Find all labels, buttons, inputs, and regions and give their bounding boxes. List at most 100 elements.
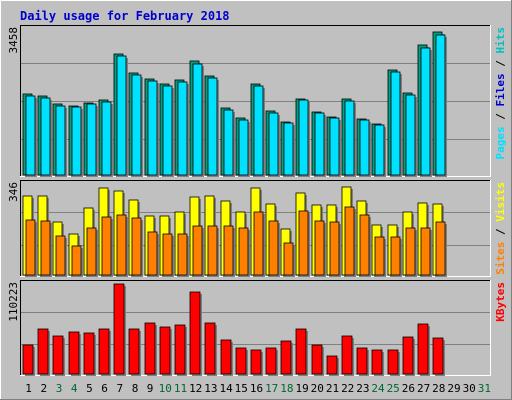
bar-kbytes-day-21 (326, 355, 338, 375)
bar-sites-day-23 (359, 214, 370, 276)
legend-entry: Pages (494, 126, 507, 159)
bar-files-day-16 (253, 85, 264, 176)
bar-kbytes-day-9 (144, 322, 156, 375)
bar-kbytes-day-13 (204, 322, 216, 375)
legend-entry: / (494, 107, 507, 127)
bar-files-day-12 (192, 63, 203, 176)
bar-files-day-22 (344, 100, 355, 176)
chart-panels: 3458 Pages / Files / Hits 346 Sites / Visit… (7, 25, 507, 376)
bar-files-day-27 (420, 47, 431, 176)
x-tick-label-day-8: 8 (132, 382, 139, 395)
bar-kbytes-day-7 (113, 283, 125, 375)
bar-sites-day-24 (374, 236, 385, 276)
bar-kbytes-day-17 (265, 347, 277, 375)
x-tick-label-day-16: 16 (250, 382, 263, 395)
x-tick-label-day-6: 6 (101, 382, 108, 395)
x-tick-label-day-21: 21 (326, 382, 339, 395)
bar-sites-day-19 (298, 210, 309, 276)
x-tick-label-day-14: 14 (219, 382, 233, 395)
bar-files-day-3 (55, 105, 66, 176)
x-axis-day-labels: 1 2 3 4 5 6 7 8 9 10 11 12 13 14 15 16 17 18 19 20 21 22 23 24 2… (25, 382, 491, 395)
panel-kbytes-legend: KBytes (494, 282, 507, 322)
bar-files-day-28 (435, 34, 446, 176)
x-tick-label-day-25: 25 (387, 382, 400, 395)
x-tick-label-day-4: 4 (71, 382, 78, 395)
x-tick-label-day-3: 3 (56, 382, 63, 395)
legend-entry: Visits (494, 182, 507, 222)
bar-sites-day-1 (25, 219, 36, 276)
x-tick-label-day-9: 9 (147, 382, 154, 395)
bar-sites-day-14 (223, 225, 234, 276)
bar-files-day-5 (86, 103, 97, 176)
panel-pages: 3458 Pages / Files / Hits (7, 25, 507, 177)
panel-sites-legend: Sites / Visits (494, 182, 507, 275)
bar-files-day-6 (101, 101, 112, 176)
bar-sites-day-5 (86, 227, 97, 276)
x-tick-label-day-30: 30 (463, 382, 476, 395)
x-tick-label-day-11: 11 (174, 382, 187, 395)
bar-sites-day-27 (420, 227, 431, 276)
bar-kbytes-day-10 (159, 326, 171, 375)
bar-sites-day-18 (283, 242, 294, 276)
bar-kbytes-day-11 (174, 324, 186, 375)
x-tick-label-day-5: 5 (86, 382, 93, 395)
x-tick-label-day-28: 28 (432, 382, 445, 395)
x-tick-label-day-23: 23 (356, 382, 369, 395)
bar-sites-day-15 (238, 227, 249, 276)
bar-sites-day-9 (147, 231, 158, 276)
x-tick-label-day-1: 1 (25, 382, 32, 395)
bar-sites-day-21 (329, 221, 340, 276)
bar-kbytes-day-26 (402, 336, 414, 375)
x-tick-label-day-31: 31 (478, 382, 491, 395)
bar-sites-day-22 (344, 206, 355, 276)
x-tick-label-day-18: 18 (280, 382, 293, 395)
bar-sites-day-28 (435, 221, 446, 276)
bar-kbytes-day-24 (371, 349, 383, 375)
bar-sites-day-20 (314, 220, 325, 276)
bar-files-day-26 (405, 94, 416, 176)
bar-sites-day-11 (177, 233, 188, 276)
chart-title: Daily usage for February 2018 (20, 9, 230, 23)
legend-entry: / (494, 54, 507, 74)
bar-kbytes-day-27 (417, 323, 429, 375)
x-tick-label-day-13: 13 (204, 382, 217, 395)
x-tick-label-day-7: 7 (116, 382, 123, 395)
panel-sites-ymax-label: 346 (7, 182, 20, 202)
bar-files-day-21 (329, 117, 340, 176)
bar-files-day-18 (283, 122, 294, 176)
bar-files-day-7 (116, 55, 127, 176)
bar-kbytes-day-2 (37, 328, 49, 375)
x-tick-label-day-19: 19 (295, 382, 308, 395)
bar-kbytes-day-16 (250, 349, 262, 375)
bar-files-day-23 (359, 119, 370, 176)
bar-sites-day-10 (162, 233, 173, 276)
bar-kbytes-day-6 (98, 328, 110, 375)
bar-sites-day-12 (192, 225, 203, 276)
panel-kbytes-ymax-label: 110223 (7, 282, 20, 322)
bar-files-day-19 (298, 99, 309, 176)
bar-sites-day-16 (253, 211, 264, 276)
x-tick-label-day-24: 24 (371, 382, 385, 395)
bar-files-day-25 (390, 71, 401, 176)
x-tick-label-day-22: 22 (341, 382, 354, 395)
legend-entry: KBytes (494, 282, 507, 322)
x-tick-label-day-26: 26 (402, 382, 415, 395)
panel-kbytes: 110223 KBytes (7, 280, 507, 376)
bar-kbytes-day-15 (235, 347, 247, 375)
bar-sites-day-26 (405, 227, 416, 276)
bar-files-day-10 (162, 85, 173, 176)
x-tick-label-day-10: 10 (159, 382, 172, 395)
bar-kbytes-day-22 (341, 335, 353, 375)
bar-sites-day-4 (71, 245, 82, 276)
bar-kbytes-day-3 (52, 335, 64, 375)
x-tick-label-day-12: 12 (189, 382, 202, 395)
bar-kbytes-day-1 (22, 344, 34, 375)
bar-kbytes-day-4 (68, 331, 80, 375)
bar-kbytes-day-14 (220, 339, 232, 375)
bar-files-day-15 (238, 119, 249, 176)
x-tick-label-day-20: 20 (311, 382, 324, 395)
bar-sites-day-3 (55, 235, 66, 276)
bar-files-day-13 (207, 77, 218, 176)
bar-kbytes-day-20 (311, 344, 323, 375)
